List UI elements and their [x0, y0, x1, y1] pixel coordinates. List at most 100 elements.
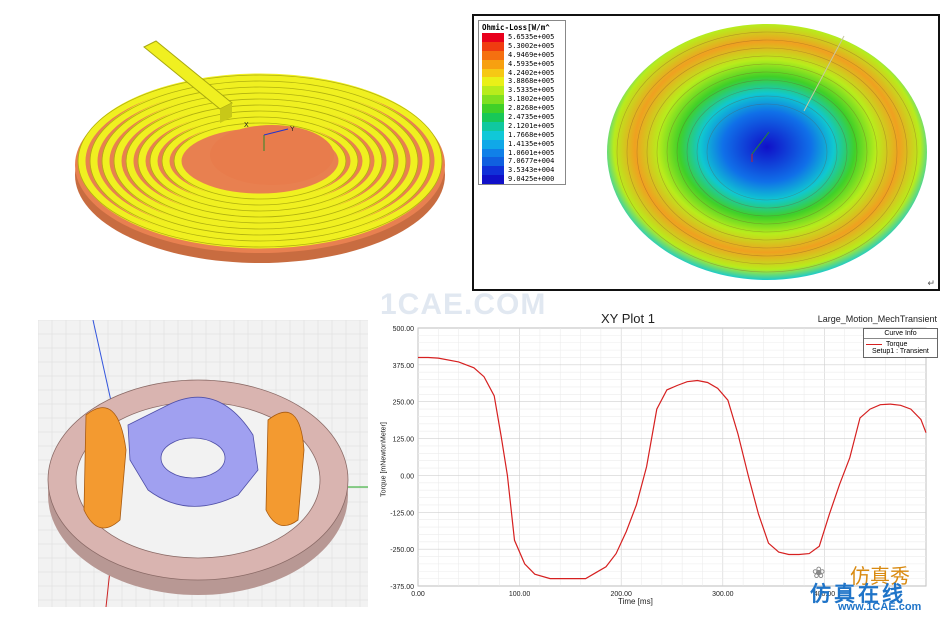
coil-turn-edge [137, 104, 383, 218]
y-tick-label: 125.00 [393, 437, 415, 444]
loss-mesh-ring [616, 31, 918, 273]
curve-info-legend: Curve Info Torque Setup1 : Transient [863, 328, 938, 358]
loss-mesh-ring [676, 79, 858, 225]
watermark-url: www.1CAE.com [838, 601, 922, 613]
y-tick-label: 500.00 [393, 326, 415, 333]
loss-legend-label: 2.4735e+005 [508, 113, 555, 122]
loss-legend-swatch [482, 166, 504, 176]
loss-color-legend: Ohmic-Loss[W/m^ 5.6535e+005 5.3002e+005 4.… [478, 20, 566, 186]
plot-area [417, 327, 927, 587]
loss-legend-label: 4.2402e+005 [508, 68, 555, 77]
loss-legend-label: 4.5935e+005 [508, 59, 555, 68]
y-tick-label: 0.00 [400, 473, 414, 480]
coil-turn [138, 103, 382, 219]
xy-plot-chart: 500.00 375.00 250.00 125.00 0.00 -125.00 -250.… [390, 326, 927, 598]
coil-turn-edge [113, 92, 407, 230]
y-tick-label: -375.00 [390, 584, 414, 591]
left-magnet [83, 407, 127, 529]
loss-legend-row: 5.3002e+005 [479, 41, 565, 51]
loss-legend-label: 3.5335e+005 [508, 86, 555, 95]
loss-legend-swatch [482, 68, 504, 78]
coil-lead-end [220, 103, 232, 123]
loss-legend-label: 4.9469e+005 [508, 50, 555, 59]
coil-turn [90, 79, 430, 243]
loss-legend-label: 2.8268e+005 [508, 104, 555, 113]
coil-turn-edge [149, 110, 371, 212]
loss-legend-row: 1.4135e+005 [479, 139, 565, 149]
watermark-cn-top: 仿真秀 [850, 564, 910, 588]
loss-mesh-ring [696, 95, 838, 209]
loss-legend-row: 3.5335e+005 [479, 86, 565, 96]
loss-legend-label: 1.0601e+005 [508, 148, 555, 157]
loss-mesh-ring [636, 47, 898, 257]
coil-turn-edge [125, 98, 395, 224]
y-tick-label: 250.00 [393, 400, 415, 407]
loss-legend-swatch [482, 175, 504, 185]
loss-legend-label: 5.6535e+005 [508, 33, 555, 41]
motor-axis-z [92, 320, 114, 411]
return-mark: ↵ [927, 278, 935, 288]
coil-turn [126, 97, 394, 225]
curve-info-name: Torque [886, 341, 908, 348]
loss-legend-swatch [482, 121, 504, 131]
coil-turn [174, 121, 346, 201]
ohmic-loss-graphic [607, 24, 927, 280]
x-tick-label: 200.00 [610, 591, 632, 598]
loss-mesh-ring [666, 71, 868, 233]
coil-turn [162, 115, 358, 207]
loss-legend-row: 4.5935e+005 [479, 59, 565, 69]
loss-legend-swatch [482, 59, 504, 69]
loss-legend-swatch [482, 95, 504, 105]
watermark-cn-bottom: 仿真在线 [810, 581, 906, 606]
loss-legend-title: Ohmic-Loss[W/m^ [482, 23, 550, 32]
coil-turn [102, 85, 418, 237]
loss-mesh-rings [616, 31, 918, 273]
xy-plot-panel: XY Plot 1 Large_Motion_MechTransient 500… [368, 306, 947, 617]
loss-legend-label: 3.8868e+005 [508, 77, 555, 86]
x-tick-label: 300.00 [712, 591, 734, 598]
loss-mesh-ring [626, 39, 908, 265]
curve-info-setup: Setup1 : Transient [872, 348, 929, 355]
curve-info-entry: Torque [864, 339, 937, 348]
x-tick-label: 0.00 [411, 591, 425, 598]
curve-info-swatch [866, 344, 882, 345]
loss-legend-label: 1.7668e+005 [508, 130, 555, 139]
loss-legend-swatch [482, 148, 504, 158]
coil-turn [78, 73, 442, 249]
loss-legend-label: 7.0677e+004 [508, 157, 555, 166]
plot-grid [417, 327, 927, 587]
loss-legend-swatch [482, 41, 504, 51]
y-tick-label: 375.00 [393, 363, 415, 370]
loss-legend-row: 2.4735e+005 [479, 113, 565, 122]
loss-legend-swatch [482, 77, 504, 87]
coil-turn [150, 109, 370, 213]
y-tick-label: -125.00 [390, 510, 414, 517]
loss-legend-row: 3.1802e+005 [479, 95, 565, 105]
loss-legend-row: 4.2402e+005 [479, 68, 565, 78]
plot-ticks: 500.00 375.00 250.00 125.00 0.00 -125.00 -250.… [390, 326, 835, 598]
coil-turn-edge [101, 86, 419, 236]
plot-subtitle: Large_Motion_MechTransient [817, 314, 937, 324]
center-disk [210, 125, 334, 185]
loss-axis-y [751, 131, 770, 155]
loss-legend-label: 5.3002e+005 [508, 41, 555, 50]
right-magnet [265, 411, 305, 527]
coil-model-graphic: Y X [75, 40, 445, 263]
x-tick-label: 400.00 [814, 591, 836, 598]
coil-axis-y [263, 128, 289, 136]
loss-legend-row: 3.8868e+005 [479, 77, 565, 87]
coil-turn-edge [77, 74, 443, 248]
loss-legend-row: 7.0677e+004 [479, 157, 565, 167]
coil-axis-y-label: Y [290, 126, 295, 133]
loss-legend-swatch [482, 157, 504, 167]
loss-legend-row: 2.1201e+005 [479, 121, 565, 131]
ohmic-loss-view: Ohmic-Loss[W/m^ 5.6535e+005 5.3002e+005 4.… [472, 14, 940, 291]
loss-mesh-ring [656, 63, 878, 241]
loss-legend-swatch [482, 33, 504, 42]
y-tick-label: -250.00 [390, 547, 414, 554]
coil-model-view: Y X [60, 25, 460, 280]
loss-legend-swatch [482, 50, 504, 60]
wechat-icon: ❀ [812, 565, 826, 582]
motor-model-graphic [38, 320, 368, 607]
coil-turn-edge [89, 80, 431, 242]
